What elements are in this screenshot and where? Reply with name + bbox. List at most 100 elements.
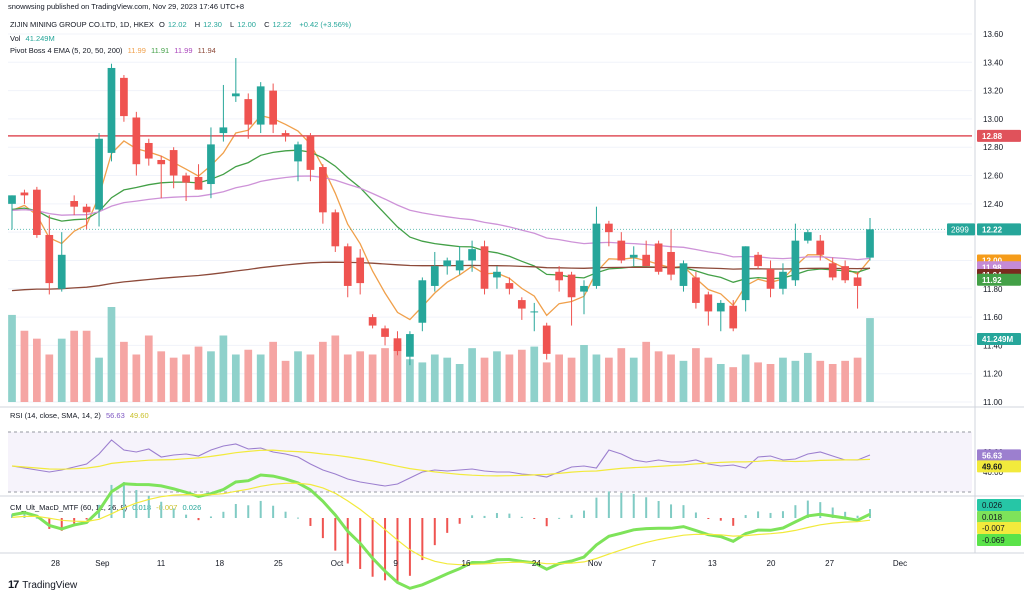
date-tick-label: 11 [157,559,166,568]
macd-tag-bg [977,534,1021,546]
macd-histogram-bar [297,517,299,519]
candle-body [33,189,41,235]
volume-value: 41.249M [25,34,55,43]
volume-bar [182,354,190,402]
macd-line [11,473,871,590]
price-tick-label: 11.20 [983,370,1003,379]
candle-body [331,212,340,247]
macd-histogram-bar [508,513,511,518]
candle-body [642,254,651,267]
price-tag: 11.92 [977,273,1021,286]
date-tick-label: 16 [462,559,471,568]
macd-signal-line [11,482,871,566]
symbol-legend: ZIJIN MINING GROUP CO.LTD, 1D, HKEX O 12.… [10,20,354,29]
countdown-tag-bg [947,223,975,236]
macd-histogram-bar [806,500,809,518]
volume-bar [443,357,452,402]
macd-histogram-bar [819,502,822,518]
low-label: L [230,20,235,29]
candle-body [418,280,427,323]
volume-bar [667,354,675,402]
macd-histogram-bar [831,507,834,518]
rsi-label: RSI (14, close, SMA, 14, 2) [10,411,101,420]
candle-body [70,201,79,207]
macd-histogram-bar [160,501,163,518]
rsi-value: 56.63 [105,411,125,420]
macd-histogram-bar [595,497,598,518]
macd-histogram-bar [545,518,548,527]
candle-body [766,268,775,289]
price-tag-text: 12.88 [982,132,1003,141]
volume-bar [281,360,290,402]
date-tick-label: Dec [893,559,907,568]
macd-histogram-bar [209,516,212,518]
price-tag-bg [977,223,1021,236]
volume-bar [866,318,874,402]
volume-bar [567,357,576,402]
macd-histogram-bar [284,511,287,518]
candle-body [716,302,725,312]
macd-histogram-bar [458,518,461,524]
price-tick-label: 11.40 [983,341,1003,350]
macd-value-2: -0.007 [156,503,178,512]
volume-bar [120,341,128,402]
volume-bar [231,354,240,402]
macd-histogram-bar [321,518,324,539]
macd-histogram-bar [85,518,88,520]
candle-body [244,99,253,125]
date-tick-label: 9 [393,559,398,568]
candle-body [828,263,837,278]
macd-histogram-bar [35,517,38,519]
candle-body [704,294,713,312]
ema-50-value: 11.99 [174,46,193,55]
price-tag-bg [977,273,1021,286]
volume-bar [617,348,626,402]
macd-tag: 0.018 [977,511,1021,523]
candle-body [555,271,563,281]
price-tick-label: 13.40 [983,58,1004,67]
macd-histogram-bar [408,518,411,576]
macd-histogram-bar [421,518,424,561]
ohlc-close: C 12.22 [264,20,294,29]
macd-histogram-bar [371,518,374,577]
candle-body [169,150,178,176]
macd-histogram-bar [769,512,772,518]
symbol-name: ZIJIN MINING GROUP CO.LTD, 1D, HKEX [10,20,154,29]
date-tick-label: 18 [215,559,224,568]
volume-label: Vol [10,34,21,43]
ema-5-value: 11.99 [127,46,146,55]
ema-20-line [11,149,871,283]
candle-body [120,77,128,117]
macd-histogram-bar [309,518,312,526]
macd-tag: -0.069 [977,534,1021,546]
macd-histogram-bar [533,518,536,519]
candle-body [455,260,464,271]
price-tick-label: 12.60 [983,172,1004,181]
tradingview-branding: 17 TradingView [8,579,77,591]
candle-body [517,300,526,309]
volume-bar [605,357,613,402]
macd-histogram-bar [781,511,784,518]
price-tag-text: 12.00 [982,256,1003,265]
candle-body [866,229,874,258]
date-tick-label: Sep [95,559,110,568]
macd-histogram-bar [346,518,349,564]
volume-bar [33,338,41,402]
volume-bar [157,351,166,402]
macd-histogram-bar [757,511,760,518]
price-tick-label: 12.80 [983,143,1004,152]
macd-histogram-bar [48,518,51,529]
macd-histogram-bar [172,508,175,518]
macd-histogram-bar [396,518,399,582]
candle-body [20,192,29,196]
rsi-tag: 49.60 [977,460,1021,473]
macd-tag-text: 0.018 [982,513,1003,522]
price-tag-text: 41.249M [982,335,1013,344]
volume-bar [542,362,551,402]
macd-histogram-bar [334,518,337,551]
macd-histogram-bar [607,491,610,518]
volume-bar [144,335,153,402]
close-value: 12.22 [272,20,292,29]
candle-body [356,257,365,284]
